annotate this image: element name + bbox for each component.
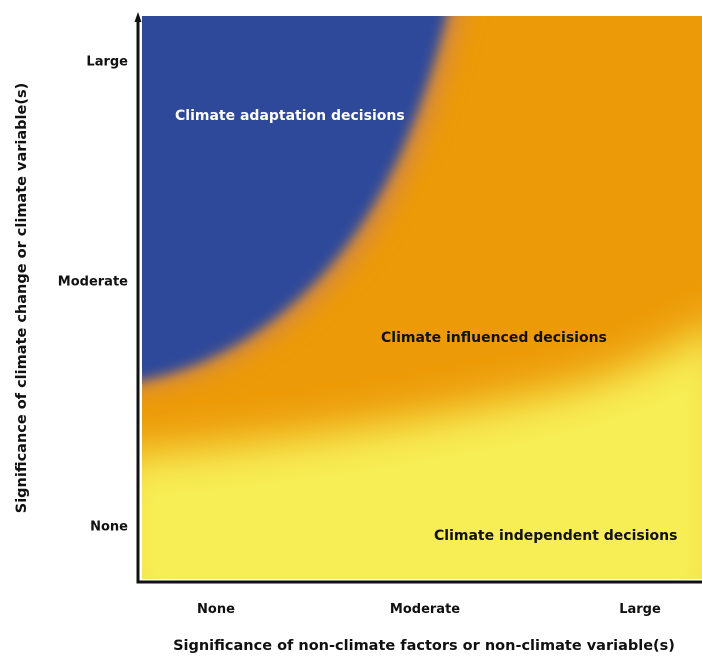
y-axis-arrowhead — [134, 12, 142, 22]
y-tick-none: None — [90, 519, 128, 535]
plot-area — [142, 16, 702, 579]
influenced-region-label: Climate influenced decisions — [381, 330, 607, 346]
independent-region — [142, 332, 702, 579]
y-tick-moderate: Moderate — [57, 274, 128, 290]
independent-region-label: Climate independent decisions — [434, 528, 678, 544]
x-tick-moderate: Moderate — [389, 602, 461, 617]
x-axis-title: Significance of non-climate factors or n… — [173, 638, 675, 654]
adaptation-region-label: Climate adaptation decisions — [175, 108, 405, 124]
y-tick-large: Large — [86, 54, 128, 70]
x-tick-none: None — [197, 602, 235, 617]
adaptation-region — [142, 16, 447, 381]
x-tick-large: Large — [619, 602, 661, 617]
y-axis-title: Significance of climate change or climat… — [14, 82, 30, 514]
